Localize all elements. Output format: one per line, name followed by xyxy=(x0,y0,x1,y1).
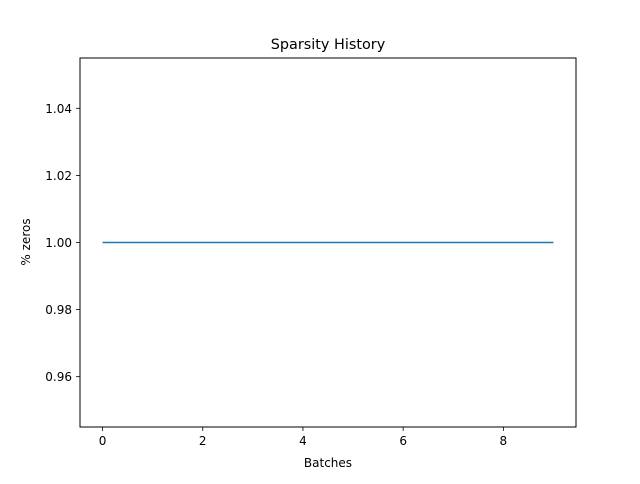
x-tick-label: 8 xyxy=(500,434,508,448)
x-tick-label: 2 xyxy=(199,434,207,448)
x-axis-label: Batches xyxy=(304,456,352,470)
y-tick-label: 0.98 xyxy=(45,303,72,317)
x-tick-label: 4 xyxy=(299,434,307,448)
y-tick-label: 1.00 xyxy=(45,236,72,250)
x-tick-label: 0 xyxy=(99,434,107,448)
plot-frame xyxy=(79,57,577,428)
y-tick-label: 1.02 xyxy=(45,169,72,183)
y-tick-label: 1.04 xyxy=(45,102,72,116)
y-axis-label: % zeros xyxy=(19,218,33,265)
plot-marks: 0 2 4 6 8 0.96 0.98 1.00 1.02 1.04 xyxy=(45,102,554,448)
y-tick-label: 0.96 xyxy=(45,370,72,384)
chart-title: Sparsity History xyxy=(271,37,386,53)
x-tick-label: 6 xyxy=(399,434,407,448)
